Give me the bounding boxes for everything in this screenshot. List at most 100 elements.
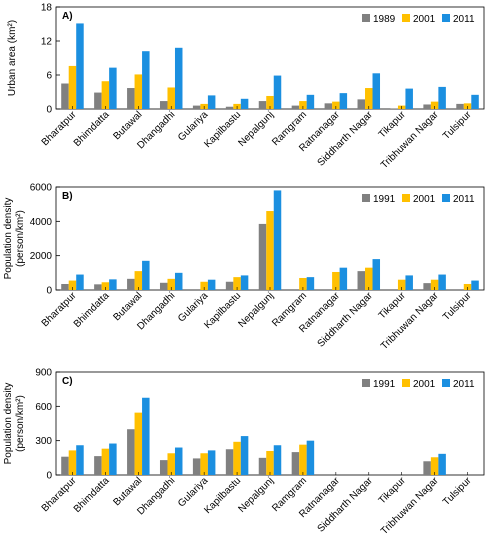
bar-1989-butawal bbox=[127, 88, 135, 109]
bar-1991-tribhuwan-nagar bbox=[423, 461, 431, 475]
x-tick-label: Nepalgunj bbox=[236, 109, 276, 149]
y-tick-label: 6000 bbox=[30, 183, 53, 194]
bar-2011-ratnanagar bbox=[339, 267, 348, 290]
bar-2011-tribhuwan-nagar bbox=[438, 86, 446, 109]
legend-swatch-2001 bbox=[402, 194, 410, 202]
bar-2001-ratnanagar bbox=[332, 271, 340, 290]
legend-swatch-2011 bbox=[442, 379, 450, 387]
bar-2011-ramgram bbox=[306, 94, 315, 109]
bar-1989-bhimdatta bbox=[94, 92, 102, 109]
x-tick-label: Tulsipur bbox=[441, 475, 474, 508]
bar-2001-nepalgunj bbox=[266, 450, 274, 475]
bar-2001-butawal bbox=[134, 271, 143, 290]
bar-2011-ratnanagar bbox=[339, 93, 348, 109]
y-axis-label: (person/km²) bbox=[15, 210, 26, 267]
bar-2011-butawal bbox=[142, 260, 150, 290]
bar-2001-dhangadhi bbox=[167, 453, 175, 475]
bar-1991-butawal bbox=[127, 429, 135, 475]
bar-2001-bhimdatta bbox=[101, 81, 110, 109]
legend-swatch-2001 bbox=[402, 14, 410, 22]
x-tick-label: Tikapur bbox=[377, 475, 409, 507]
bar-2011-bhimdatta bbox=[109, 67, 117, 109]
bar-2011-kapilbastu bbox=[240, 436, 249, 475]
bar-2011-dhangadhi bbox=[174, 47, 183, 109]
bar-1991-tribhuwan-nagar bbox=[423, 283, 431, 290]
bar-1989-ramgram bbox=[291, 105, 300, 109]
bar-2001-tulsipur bbox=[463, 283, 472, 290]
bar-2011-gulariya bbox=[207, 95, 216, 109]
legend-swatch-1991 bbox=[362, 194, 370, 202]
y-axis-label: Population density bbox=[3, 383, 14, 465]
bar-2011-butawal bbox=[142, 51, 150, 109]
bar-2011-nepalgunj bbox=[273, 190, 282, 290]
x-tick-label: Butawal bbox=[111, 109, 144, 142]
bar-1991-nepalgunj bbox=[258, 223, 267, 290]
legend-label: 1989 bbox=[373, 14, 396, 25]
bar-2011-dhangadhi bbox=[174, 272, 183, 290]
bar-1989-tulsipur bbox=[456, 103, 464, 109]
x-tick-label: Nepalgunj bbox=[236, 290, 276, 330]
bar-2011-gulariya bbox=[207, 279, 216, 290]
bar-2001-tikapur bbox=[397, 279, 406, 290]
bar-2001-tribhuwan-nagar bbox=[430, 101, 439, 109]
x-tick-label: Tikapur bbox=[377, 290, 409, 322]
bar-2011-dhangadhi bbox=[174, 447, 183, 475]
bar-2001-bhimdatta bbox=[101, 448, 110, 475]
panel-label: C) bbox=[62, 376, 73, 387]
legend-swatch-1991 bbox=[362, 379, 370, 387]
y-tick-label: 0 bbox=[46, 286, 52, 297]
bar-1989-tikapur bbox=[390, 108, 398, 109]
bar-1991-bharatpur bbox=[61, 456, 69, 475]
bar-2001-dhangadhi bbox=[167, 278, 175, 290]
bar-1991-dhangadhi bbox=[159, 282, 168, 290]
x-tick-label: Butawal bbox=[111, 475, 144, 508]
legend-label: 2001 bbox=[413, 379, 436, 390]
x-tick-label: Bhimdatta bbox=[72, 475, 112, 515]
chart-panel-3: 0 300 600 900 Population density (person/km²)… bbox=[3, 368, 485, 537]
bar-2001-ramgram bbox=[299, 444, 307, 475]
y-tick-label: 900 bbox=[35, 368, 52, 379]
legend-label: 1991 bbox=[373, 194, 396, 205]
x-tick-label: Tribhuwan Nagar bbox=[379, 475, 441, 537]
bar-2001-siddharth-nagar bbox=[365, 88, 373, 109]
x-tick-label: Tulsipur bbox=[441, 109, 474, 142]
bar-2001-ramgram bbox=[299, 277, 307, 290]
panel-label: B) bbox=[62, 191, 73, 202]
bar-1991-dhangadhi bbox=[159, 460, 168, 475]
legend-swatch-2011 bbox=[442, 194, 450, 202]
x-tick-label: Butawal bbox=[111, 290, 144, 323]
bar-2001-ratnanagar bbox=[332, 101, 340, 109]
bar-2011-kapilbastu bbox=[240, 98, 249, 109]
bar-2001-siddharth-nagar bbox=[365, 267, 373, 290]
y-tick-label: 0 bbox=[46, 105, 52, 116]
bar-2011-butawal bbox=[142, 397, 150, 475]
x-tick-label: Tribhuwan Nagar bbox=[379, 290, 441, 352]
bar-1991-bhimdatta bbox=[94, 456, 102, 475]
bar-2011-tribhuwan-nagar bbox=[438, 453, 446, 475]
legend-label: 2011 bbox=[453, 194, 475, 205]
x-tick-label: Bhimdatta bbox=[72, 109, 112, 149]
y-tick-label: 2000 bbox=[30, 251, 53, 262]
bar-1989-bharatpur bbox=[61, 83, 69, 109]
bar-2011-ramgram bbox=[306, 277, 315, 291]
bar-2001-tribhuwan-nagar bbox=[430, 279, 439, 290]
y-axis-label: (person/km²) bbox=[15, 395, 26, 452]
bar-1989-dhangadhi bbox=[159, 101, 168, 109]
bar-1991-gulariya bbox=[192, 458, 201, 475]
bar-1989-nepalgunj bbox=[258, 101, 267, 109]
bar-1989-gulariya bbox=[192, 105, 201, 109]
bar-2011-nepalgunj bbox=[273, 445, 282, 475]
chart-panel-2: 0 2000 4000 6000 Population density (person/k… bbox=[3, 183, 485, 352]
bar-2011-tribhuwan-nagar bbox=[438, 274, 446, 290]
bar-2011-tulsipur bbox=[471, 280, 479, 290]
bar-2011-tikapur bbox=[405, 88, 413, 109]
bar-2001-dhangadhi bbox=[167, 87, 175, 109]
x-tick-label: Tikapur bbox=[377, 109, 409, 141]
bar-2011-bharatpur bbox=[76, 23, 84, 109]
legend-label: 2011 bbox=[453, 14, 475, 25]
x-tick-label: Nepalgunj bbox=[236, 475, 276, 515]
bar-1989-ratnanagar bbox=[324, 103, 333, 109]
bar-1991-kapilbastu bbox=[225, 281, 234, 290]
